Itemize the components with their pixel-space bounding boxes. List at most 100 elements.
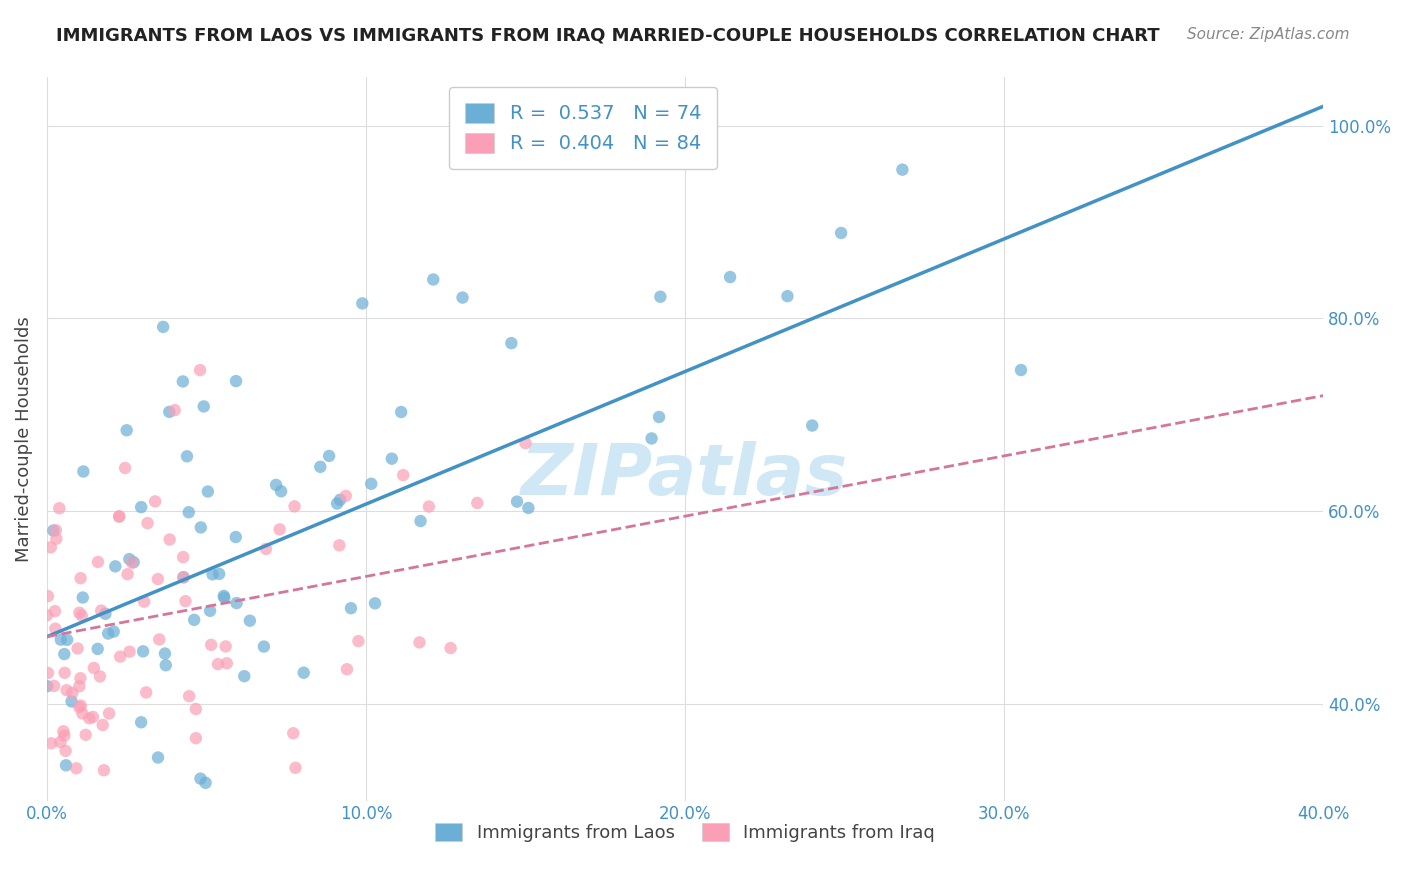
- Point: [69, 571, 91, 585]
- Point: [439, 641, 461, 656]
- Point: [55, 683, 77, 698]
- Text: Source: ZipAtlas.com: Source: ZipAtlas.com: [1187, 27, 1350, 42]
- Point: [173, 570, 195, 584]
- Point: [336, 662, 359, 676]
- Point: [135, 685, 157, 699]
- Point: [108, 509, 131, 524]
- Point: [155, 658, 177, 673]
- Point: [69, 671, 91, 685]
- Point: [214, 591, 236, 605]
- Point: [269, 522, 291, 536]
- Point: [236, 817, 259, 831]
- Point: [451, 291, 474, 305]
- Point: [177, 505, 200, 519]
- Point: [207, 657, 229, 672]
- Point: [159, 533, 181, 547]
- Point: [309, 459, 332, 474]
- Point: [45, 523, 67, 537]
- Point: [389, 405, 412, 419]
- Point: [56, 632, 79, 647]
- Point: [66, 641, 89, 656]
- Point: [174, 594, 197, 608]
- Point: [103, 624, 125, 639]
- Point: [392, 468, 415, 483]
- Point: [225, 374, 247, 388]
- Point: [891, 162, 914, 177]
- Point: [104, 559, 127, 574]
- Point: [418, 500, 440, 514]
- Point: [82, 710, 104, 724]
- Point: [830, 226, 852, 240]
- Point: [91, 718, 114, 732]
- Point: [214, 640, 236, 654]
- Point: [129, 715, 152, 730]
- Point: [172, 375, 194, 389]
- Point: [146, 750, 169, 764]
- Point: [143, 494, 166, 508]
- Point: [329, 492, 352, 507]
- Point: [136, 516, 159, 530]
- Y-axis label: Married-couple Households: Married-couple Households: [15, 316, 32, 562]
- Point: [190, 520, 212, 534]
- Point: [501, 336, 523, 351]
- Point: [408, 635, 430, 649]
- Point: [200, 638, 222, 652]
- Point: [364, 596, 387, 610]
- Point: [197, 484, 219, 499]
- Point: [153, 647, 176, 661]
- Point: [409, 514, 432, 528]
- Point: [122, 555, 145, 569]
- Point: [215, 657, 238, 671]
- Point: [45, 532, 67, 546]
- Point: [60, 694, 83, 708]
- Point: [42, 524, 65, 538]
- Point: [239, 614, 262, 628]
- Point: [42, 679, 65, 693]
- Point: [72, 706, 94, 721]
- Point: [118, 552, 141, 566]
- Point: [172, 550, 194, 565]
- Point: [129, 500, 152, 515]
- Point: [146, 572, 169, 586]
- Point: [163, 403, 186, 417]
- Point: [326, 496, 349, 510]
- Point: [152, 319, 174, 334]
- Point: [190, 772, 212, 786]
- Point: [65, 761, 87, 775]
- Point: [117, 567, 139, 582]
- Point: [79, 711, 101, 725]
- Point: [94, 607, 117, 621]
- Point: [225, 530, 247, 544]
- Point: [87, 555, 110, 569]
- Point: [515, 436, 537, 450]
- Point: [1010, 363, 1032, 377]
- Point: [517, 500, 540, 515]
- Point: [108, 649, 131, 664]
- Point: [184, 731, 207, 746]
- Point: [49, 735, 72, 749]
- Text: IMMIGRANTS FROM LAOS VS IMMIGRANTS FROM IRAQ MARRIED-COUPLE HOUSEHOLDS CORRELATI: IMMIGRANTS FROM LAOS VS IMMIGRANTS FROM …: [56, 27, 1160, 45]
- Point: [648, 409, 671, 424]
- Point: [37, 589, 59, 603]
- Point: [194, 776, 217, 790]
- Point: [53, 729, 76, 743]
- Point: [115, 423, 138, 437]
- Text: ZIPatlas: ZIPatlas: [522, 441, 849, 509]
- Point: [776, 289, 799, 303]
- Point: [118, 645, 141, 659]
- Point: [360, 476, 382, 491]
- Point: [381, 451, 404, 466]
- Point: [39, 736, 62, 750]
- Point: [67, 606, 90, 620]
- Point: [422, 272, 444, 286]
- Point: [132, 644, 155, 658]
- Point: [37, 679, 59, 693]
- Point: [67, 679, 90, 693]
- Point: [69, 698, 91, 713]
- Point: [93, 764, 115, 778]
- Point: [801, 418, 824, 433]
- Point: [134, 595, 156, 609]
- Point: [67, 700, 90, 714]
- Point: [347, 634, 370, 648]
- Point: [253, 640, 276, 654]
